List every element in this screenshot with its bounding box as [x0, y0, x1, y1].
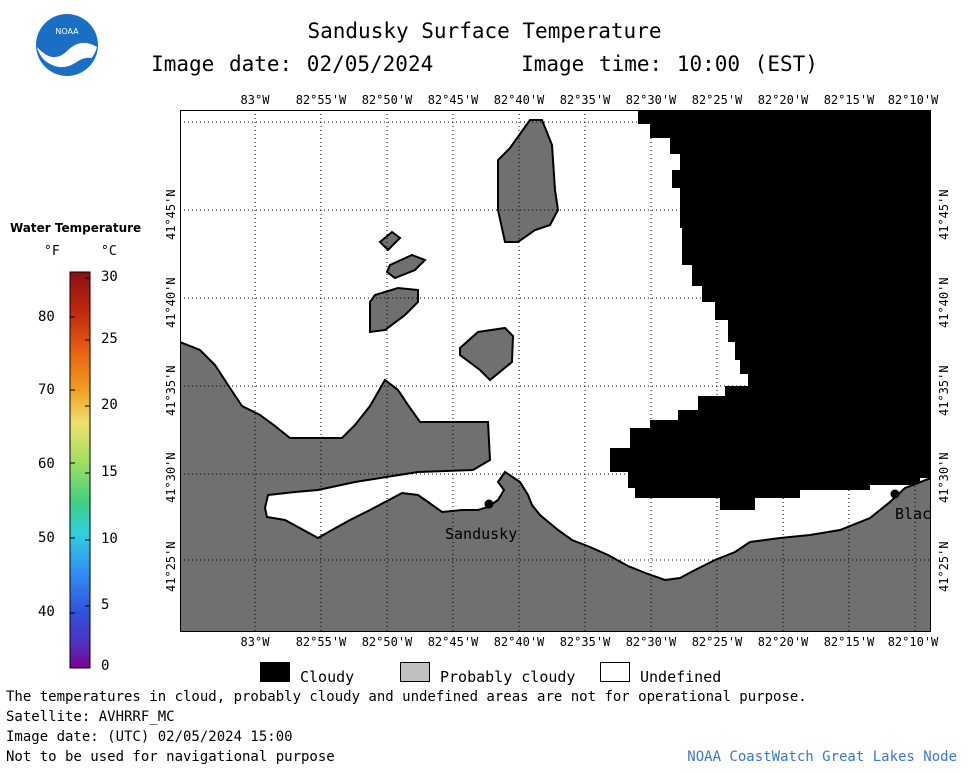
lon-label-bottom: 82°20'W [757, 635, 809, 649]
navigation-warning: Not to be used for navigational purpose [6, 749, 335, 765]
blackrock-marker [890, 489, 900, 499]
lon-label-top: 82°55'W [295, 93, 347, 107]
lon-label-top: 82°10'W [887, 93, 939, 107]
lon-label-bottom: 82°10'W [887, 635, 939, 649]
cloudy-key-label: Cloudy [300, 668, 355, 686]
lon-label-top: 82°35'W [559, 93, 611, 107]
lat-label-left: 41°35'N [164, 365, 178, 416]
celsius-tick: 10 [101, 531, 118, 547]
unit-fahrenheit: °F [44, 244, 60, 259]
lat-label-right: 41°30'N [937, 452, 951, 503]
celsius-tick: 0 [101, 658, 110, 674]
lon-label-bottom: 82°15'W [823, 635, 875, 649]
lon-label-bottom: 82°40'W [493, 635, 545, 649]
lat-label-right: 41°45'N [937, 189, 951, 240]
image-date: Image date: 02/05/2024 [151, 52, 434, 76]
fahrenheit-tick: 40 [38, 604, 55, 620]
lat-label-right: 41°25'N [937, 541, 951, 592]
colorbar [69, 271, 91, 669]
map-frame [180, 110, 931, 632]
celsius-tick: 25 [101, 331, 118, 347]
lon-label-top: 83°W [240, 93, 270, 107]
lon-label-top: 82°45'W [427, 93, 479, 107]
utc-date-text: Image date: (UTC) 02/05/2024 15:00 [6, 729, 293, 745]
satellite-text: Satellite: AVHRRF_MC [6, 709, 175, 725]
lon-label-bottom: 82°45'W [427, 635, 479, 649]
probably-cloudy-swatch [400, 662, 430, 682]
lat-label-left: 41°45'N [164, 189, 178, 240]
undefined-key-label: Undefined [640, 668, 722, 686]
celsius-tick: 30 [101, 269, 118, 285]
lon-label-top: 82°25'W [691, 93, 743, 107]
lon-label-bottom: 82°55'W [295, 635, 347, 649]
map-area [180, 110, 931, 632]
image-time: Image time: 10:00 (EST) [521, 52, 818, 76]
lon-label-top: 82°15'W [823, 93, 875, 107]
celsius-tick: 5 [101, 597, 110, 613]
lat-label-right: 41°40'N [937, 277, 951, 328]
fahrenheit-tick: 70 [38, 382, 55, 398]
lat-label-left: 41°30'N [164, 452, 178, 503]
island [459, 326, 515, 382]
graticule [180, 110, 931, 632]
island [369, 286, 419, 334]
lat-label-right: 41°35'N [937, 365, 951, 416]
legend-title: Water Temperature [10, 221, 142, 235]
lon-label-top: 82°30'W [625, 93, 677, 107]
probably-cloudy-key-label: Probably cloudy [440, 668, 576, 686]
lon-label-top: 82°40'W [493, 93, 545, 107]
blackrock-label: Blac [895, 505, 932, 523]
sandusky-label: Sandusky [445, 525, 518, 543]
credit-text: NOAA CoastWatch Great Lakes Node [687, 749, 957, 765]
noaa-logo: NOAA [36, 14, 98, 76]
lon-label-top: 82°20'W [757, 93, 809, 107]
cloudy-swatch [260, 662, 290, 682]
island [497, 119, 560, 243]
lon-label-bottom: 82°30'W [625, 635, 677, 649]
fahrenheit-tick: 80 [38, 309, 55, 325]
fahrenheit-tick: 60 [38, 456, 55, 472]
lat-label-left: 41°25'N [164, 541, 178, 592]
unit-celsius: °C [101, 244, 117, 259]
lon-label-bottom: 82°35'W [559, 635, 611, 649]
land-area [180, 340, 931, 632]
fahrenheit-tick: 50 [38, 530, 55, 546]
disclaimer-text: The temperatures in cloud, probably clou… [6, 689, 807, 705]
lat-label-left: 41°40'N [164, 277, 178, 328]
lon-label-bottom: 82°25'W [691, 635, 743, 649]
image-date-time: Image date: 02/05/2024 Image time: 10:00… [0, 52, 969, 76]
undefined-swatch [600, 662, 630, 682]
cloudy-area [610, 110, 931, 510]
lon-label-top: 82°50'W [361, 93, 413, 107]
noaa-logo-text: NOAA [55, 27, 79, 36]
celsius-tick: 15 [101, 464, 118, 480]
sandusky-marker [484, 499, 494, 509]
island [378, 230, 402, 252]
celsius-tick: 20 [101, 397, 118, 413]
island [385, 253, 427, 280]
lon-label-bottom: 83°W [240, 635, 270, 649]
map-title: Sandusky Surface Temperature [307, 19, 662, 43]
lon-label-bottom: 82°50'W [361, 635, 413, 649]
